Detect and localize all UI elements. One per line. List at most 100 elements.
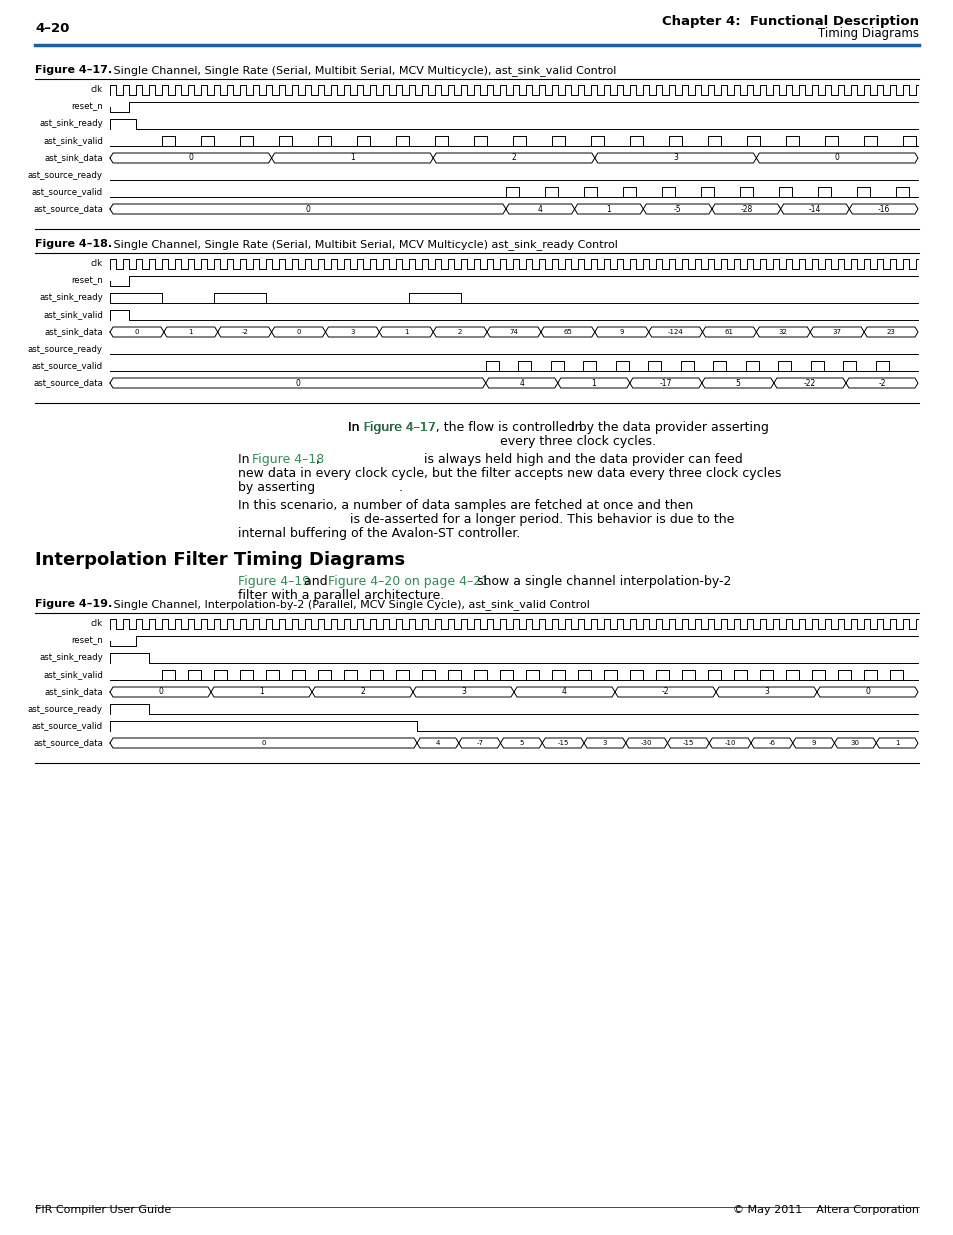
Text: ast_source_data: ast_source_data xyxy=(33,205,103,214)
Text: new data in every clock cycle, but the filter accepts new data every three clock: new data in every clock cycle, but the f… xyxy=(237,467,781,480)
Text: -124: -124 xyxy=(667,329,682,335)
Text: clk: clk xyxy=(91,85,103,95)
Text: ast_source_valid: ast_source_valid xyxy=(31,188,103,196)
Text: 1: 1 xyxy=(259,688,264,697)
Text: 32: 32 xyxy=(778,329,787,335)
Text: 0: 0 xyxy=(261,740,266,746)
Text: ast_sink_data: ast_sink_data xyxy=(45,327,103,336)
Text: -30: -30 xyxy=(640,740,652,746)
Text: -2: -2 xyxy=(878,378,884,388)
Text: 37: 37 xyxy=(832,329,841,335)
Text: 65: 65 xyxy=(563,329,572,335)
Text: Figure 4–18.: Figure 4–18. xyxy=(35,240,112,249)
Text: 9: 9 xyxy=(618,329,623,335)
Text: ast_sink_ready: ast_sink_ready xyxy=(39,120,103,128)
Text: -7: -7 xyxy=(476,740,482,746)
Text: clk: clk xyxy=(91,259,103,268)
Text: 3: 3 xyxy=(602,740,606,746)
Text: ast_sink_data: ast_sink_data xyxy=(45,153,103,163)
Text: 2: 2 xyxy=(457,329,462,335)
Text: 3: 3 xyxy=(763,688,768,697)
Text: In: In xyxy=(570,421,586,433)
Text: 4: 4 xyxy=(518,378,523,388)
Text: Single Channel, Single Rate (Serial, Multibit Serial, MCV Multicycle) ast_sink_r: Single Channel, Single Rate (Serial, Mul… xyxy=(110,240,618,249)
Text: 74: 74 xyxy=(509,329,517,335)
Text: internal buffering of the Avalon-ST controller.: internal buffering of the Avalon-ST cont… xyxy=(237,527,519,540)
Text: filter with a parallel architecture.: filter with a parallel architecture. xyxy=(237,589,444,601)
Text: 5: 5 xyxy=(735,378,740,388)
Text: 23: 23 xyxy=(885,329,895,335)
Text: -5: -5 xyxy=(673,205,680,214)
Text: ast_source_data: ast_source_data xyxy=(33,378,103,388)
Text: 2: 2 xyxy=(359,688,364,697)
Text: Figure 4–17.: Figure 4–17. xyxy=(35,65,112,75)
Text: 0: 0 xyxy=(864,688,869,697)
Text: -17: -17 xyxy=(659,378,671,388)
Text: 0: 0 xyxy=(834,153,839,163)
Text: -16: -16 xyxy=(877,205,889,214)
Text: 9: 9 xyxy=(811,740,815,746)
Text: Figure 4–19: Figure 4–19 xyxy=(237,576,310,588)
Text: 2: 2 xyxy=(511,153,516,163)
Text: In: In xyxy=(237,453,253,466)
Text: 4–20: 4–20 xyxy=(35,21,70,35)
Text: is de-asserted for a longer period. This behavior is due to the: is de-asserted for a longer period. This… xyxy=(237,513,734,526)
Text: ast_sink_valid: ast_sink_valid xyxy=(43,310,103,320)
Text: 0: 0 xyxy=(188,153,193,163)
Text: 0: 0 xyxy=(295,378,300,388)
Text: by asserting                     .: by asserting . xyxy=(237,480,403,494)
Text: 4: 4 xyxy=(561,688,566,697)
Text: © May 2011    Altera Corporation: © May 2011 Altera Corporation xyxy=(732,1205,918,1215)
Text: 0: 0 xyxy=(134,329,139,335)
Text: ast_source_valid: ast_source_valid xyxy=(31,721,103,730)
Text: 3: 3 xyxy=(673,153,678,163)
Text: 3: 3 xyxy=(350,329,355,335)
Text: 1: 1 xyxy=(350,153,355,163)
Text: ast_sink_valid: ast_sink_valid xyxy=(43,671,103,679)
Text: ast_sink_ready: ast_sink_ready xyxy=(39,294,103,303)
Text: Figure 4–17: Figure 4–17 xyxy=(364,421,436,433)
Text: -6: -6 xyxy=(767,740,775,746)
Text: -22: -22 xyxy=(803,378,815,388)
Text: Figure 4–20 on page 4–21: Figure 4–20 on page 4–21 xyxy=(328,576,489,588)
Text: Figure 4–18: Figure 4–18 xyxy=(252,453,324,466)
Text: ast_source_ready: ast_source_ready xyxy=(28,704,103,714)
Text: -28: -28 xyxy=(740,205,752,214)
Text: 61: 61 xyxy=(724,329,733,335)
Text: ast_sink_valid: ast_sink_valid xyxy=(43,137,103,146)
Text: 1: 1 xyxy=(591,378,596,388)
Text: 0: 0 xyxy=(158,688,163,697)
Text: 3: 3 xyxy=(460,688,465,697)
Text: ast_source_ready: ast_source_ready xyxy=(28,170,103,179)
Text: ast_source_data: ast_source_data xyxy=(33,739,103,747)
Text: Single Channel, Single Rate (Serial, Multibit Serial, MCV Multicycle), ast_sink_: Single Channel, Single Rate (Serial, Mul… xyxy=(110,65,616,75)
Text: 1: 1 xyxy=(606,205,611,214)
Text: 1: 1 xyxy=(189,329,193,335)
Text: -2: -2 xyxy=(661,688,669,697)
Text: and: and xyxy=(299,576,332,588)
Text: every three clock cycles.: every three clock cycles. xyxy=(500,435,656,448)
Text: Interpolation Filter Timing Diagrams: Interpolation Filter Timing Diagrams xyxy=(35,551,405,569)
Text: -15: -15 xyxy=(682,740,694,746)
Text: In this scenario, a number of data samples are fetched at once and then: In this scenario, a number of data sampl… xyxy=(237,499,693,513)
Text: ast_source_ready: ast_source_ready xyxy=(28,345,103,353)
Text: 0: 0 xyxy=(296,329,300,335)
Text: 1: 1 xyxy=(894,740,899,746)
Text: ast_source_valid: ast_source_valid xyxy=(31,362,103,370)
Text: 0: 0 xyxy=(305,205,310,214)
Text: ast_sink_ready: ast_sink_ready xyxy=(39,653,103,662)
Text: In Figure 4–17, the flow is controlled by the data provider asserting: In Figure 4–17, the flow is controlled b… xyxy=(348,421,768,433)
Text: 4: 4 xyxy=(537,205,542,214)
Text: reset_n: reset_n xyxy=(71,103,103,111)
Text: clk: clk xyxy=(91,620,103,629)
Text: In: In xyxy=(348,421,364,433)
Text: show a single channel interpolation-by-2: show a single channel interpolation-by-2 xyxy=(473,576,731,588)
Text: -14: -14 xyxy=(808,205,821,214)
Text: Figure 4–19.: Figure 4–19. xyxy=(35,599,112,609)
Text: ast_sink_data: ast_sink_data xyxy=(45,688,103,697)
Text: 1: 1 xyxy=(403,329,408,335)
Text: -10: -10 xyxy=(723,740,735,746)
Text: 4: 4 xyxy=(436,740,439,746)
Text: Timing Diagrams: Timing Diagrams xyxy=(817,27,918,41)
Text: reset_n: reset_n xyxy=(71,277,103,285)
